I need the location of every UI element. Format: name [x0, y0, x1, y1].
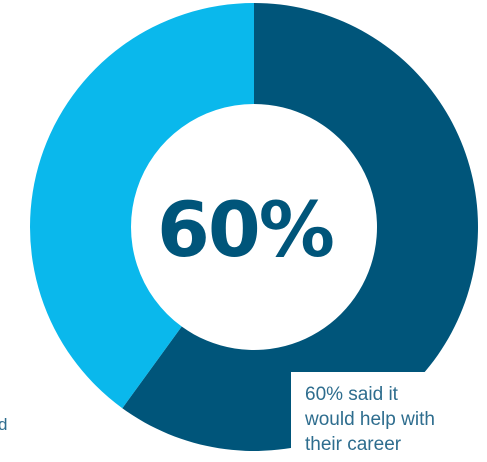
callout-line-1: 60% said it	[305, 384, 398, 405]
callout-box: 60% said it would help with their career	[291, 372, 487, 462]
callout-line-3: their career	[305, 434, 402, 455]
callout-line-2: would help with	[305, 409, 435, 430]
donut-slice-secondary	[29, 3, 254, 409]
donut-slice-primary	[122, 3, 478, 452]
left-caption-fragment: d	[0, 415, 8, 434]
center-percentage-label: 60%	[157, 185, 335, 274]
